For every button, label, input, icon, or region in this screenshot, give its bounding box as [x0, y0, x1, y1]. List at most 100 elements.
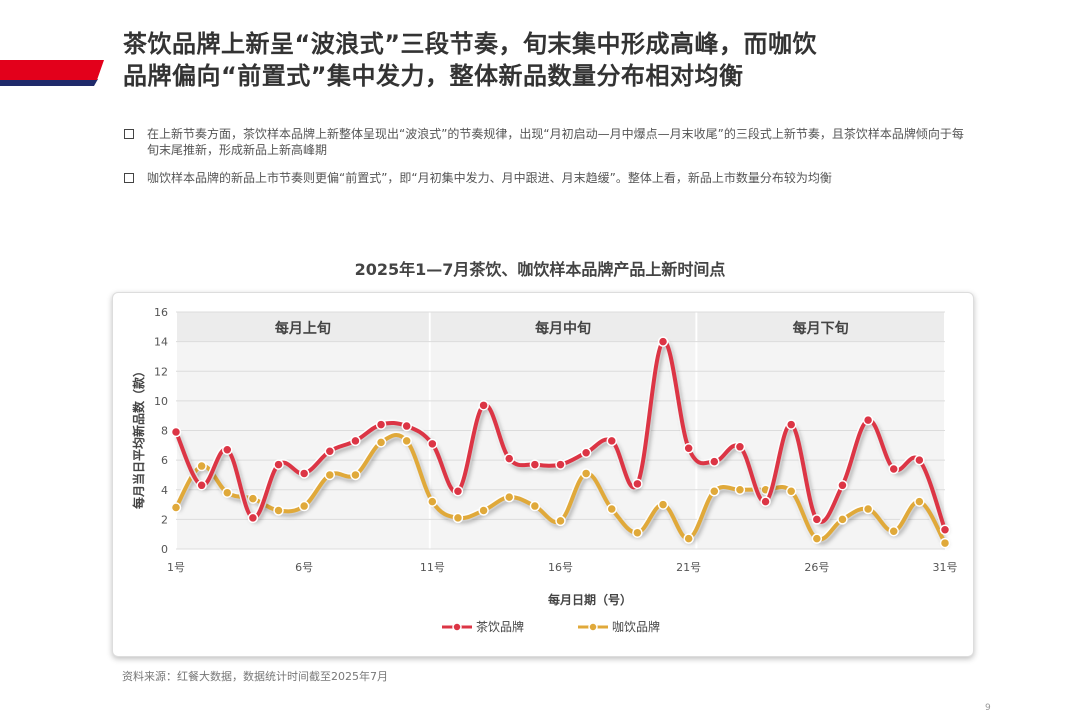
bullet-text: 咖饮样本品牌的新品上市节奏则更偏“前置式”，即“月初集中发力、月中跟进、月末趋缓…	[147, 171, 832, 185]
data-point	[273, 505, 284, 516]
data-point	[452, 485, 464, 497]
data-point	[683, 533, 694, 544]
data-point	[888, 525, 899, 537]
data-point	[478, 505, 489, 516]
data-point	[734, 441, 746, 453]
data-point	[606, 435, 618, 447]
data-point	[555, 515, 566, 527]
data-point	[427, 496, 438, 507]
data-point	[196, 480, 207, 491]
data-point	[529, 459, 541, 470]
y-tick-label: 14	[154, 336, 168, 349]
band-header	[177, 312, 429, 342]
data-point	[170, 426, 182, 438]
data-point	[632, 527, 643, 538]
data-point	[760, 496, 771, 507]
band-label: 每月中旬	[535, 320, 591, 337]
x-tick-label: 16号	[548, 561, 573, 574]
title-line-1: 茶饮品牌上新呈“波浪式”三段节奏，旬末集中形成高峰，而咖饮	[123, 30, 818, 58]
band-header	[430, 312, 696, 342]
bullet-text: 在上新节奏方面，茶饮样本品牌上新整体呈现出“波浪式”的节奏规律，出现“月初启动—…	[147, 127, 964, 157]
chart-title: 2025年1—7月茶饮、咖饮样本品牌产品上新时间点	[354, 260, 726, 279]
data-point	[273, 459, 284, 470]
band-header	[697, 312, 944, 342]
data-source: 资料来源：红餐大数据，数据统计时间截至2025年7月	[122, 670, 388, 683]
data-point	[606, 503, 618, 515]
y-tick-label: 4	[161, 484, 168, 497]
data-point	[350, 469, 361, 481]
data-point	[503, 491, 515, 503]
data-point	[529, 500, 541, 512]
title-line-2: 品牌偏向“前置式”集中发力，整体新品数量分布相对均衡	[123, 62, 744, 90]
data-point	[939, 537, 951, 549]
bullet-list: 在上新节奏方面，茶饮样本品牌上新整体呈现出“波浪式”的节奏规律，出现“月初启动—…	[123, 126, 973, 198]
y-tick-label: 16	[154, 306, 168, 319]
y-axis-title: 每月当日平均新品数（款）	[131, 365, 146, 509]
data-point	[811, 533, 823, 544]
x-tick-label: 31号	[933, 561, 958, 574]
square-bullet-icon	[124, 173, 134, 183]
data-point	[375, 437, 387, 448]
x-tick-label: 21号	[676, 561, 701, 574]
legend-label: 茶饮品牌	[476, 619, 524, 634]
x-tick-label: 11号	[420, 561, 445, 574]
data-point	[503, 453, 515, 464]
legend-label: 咖饮品牌	[612, 619, 660, 634]
bullet-item: 咖饮样本品牌的新品上市节奏则更偏“前置式”，即“月初集中发力、月中跟进、月末趋缓…	[123, 170, 973, 186]
data-point	[862, 503, 874, 515]
data-point	[939, 524, 951, 535]
data-point	[324, 445, 336, 457]
data-point	[222, 487, 233, 498]
x-tick-label: 26号	[804, 561, 829, 574]
data-point	[350, 435, 361, 447]
data-point	[555, 459, 566, 470]
data-point	[837, 480, 848, 491]
data-point	[401, 435, 412, 447]
data-point	[785, 485, 797, 497]
x-axis-title: 每月日期（号）	[548, 592, 632, 607]
data-point	[734, 484, 746, 495]
data-point	[914, 454, 925, 466]
data-point	[298, 500, 310, 512]
data-point	[632, 478, 643, 490]
legend-marker	[452, 622, 462, 632]
x-tick-label: 1号	[167, 561, 185, 574]
band-label: 每月上旬	[275, 320, 331, 337]
data-point	[580, 468, 592, 479]
data-point	[452, 512, 464, 524]
data-point	[888, 463, 899, 475]
data-point	[709, 485, 720, 497]
data-point	[375, 419, 387, 430]
data-point	[709, 456, 720, 467]
page-number: 9	[985, 703, 991, 713]
data-point	[657, 336, 669, 347]
data-point	[401, 420, 412, 432]
data-point	[247, 493, 259, 504]
bullet-item: 在上新节奏方面，茶饮样本品牌上新整体呈现出“波浪式”的节奏规律，出现“月初启动—…	[123, 126, 973, 158]
data-point	[914, 496, 925, 507]
x-tick-label: 6号	[295, 561, 313, 574]
data-point	[683, 443, 694, 454]
data-point	[862, 414, 874, 426]
square-bullet-icon	[124, 129, 134, 139]
data-point	[478, 400, 489, 411]
y-tick-label: 2	[161, 513, 168, 526]
legend-marker	[588, 622, 598, 632]
page-title: 茶饮品牌上新呈“波浪式”三段节奏，旬末集中形成高峰，而咖饮 品牌偏向“前置式”集…	[123, 28, 1023, 92]
data-point	[324, 469, 336, 481]
data-point	[427, 438, 438, 450]
brand-accent-bar	[0, 60, 104, 86]
data-point	[785, 419, 797, 430]
band-label: 每月下旬	[793, 320, 849, 337]
y-tick-label: 8	[161, 425, 168, 438]
data-point	[222, 444, 233, 456]
data-point	[657, 499, 669, 510]
data-point	[837, 514, 848, 525]
y-tick-label: 6	[161, 454, 168, 467]
data-point	[196, 460, 207, 472]
data-point	[580, 447, 592, 458]
data-point	[247, 512, 259, 524]
y-tick-label: 12	[154, 365, 168, 378]
y-tick-label: 0	[161, 543, 168, 556]
